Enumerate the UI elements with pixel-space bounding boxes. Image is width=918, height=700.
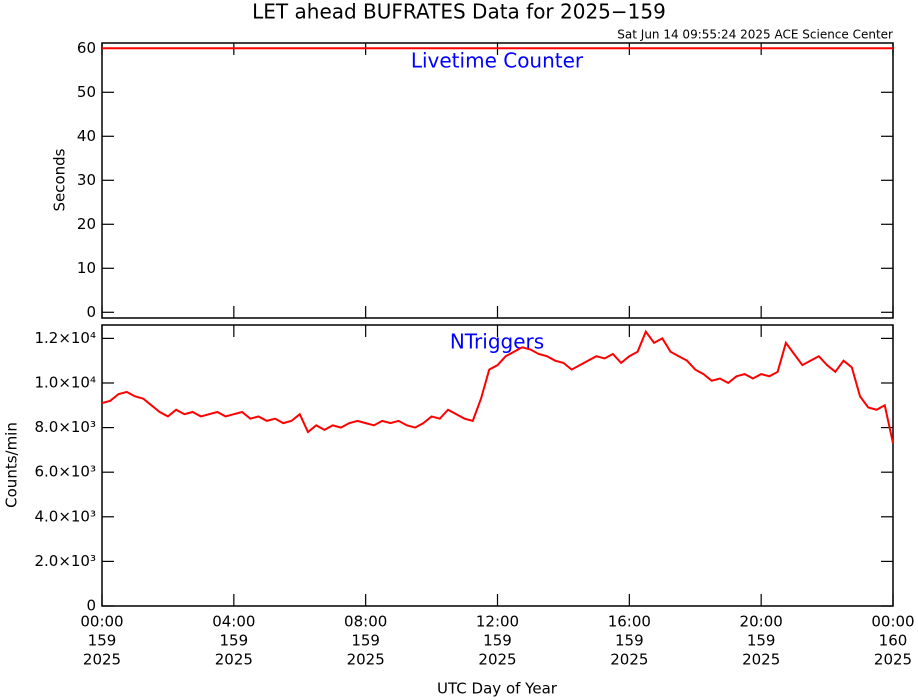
y-tick-label: 30	[77, 171, 96, 189]
x-tick-label: 2025	[610, 651, 648, 669]
x-tick-label: 160	[879, 632, 908, 650]
x-axis-label: UTC Day of Year	[437, 680, 558, 698]
y-tick-label: 10	[77, 259, 96, 277]
x-tick-label: 00:00	[80, 613, 123, 631]
x-tick-label: 2025	[347, 651, 385, 669]
x-tick-label: 00:00	[871, 613, 914, 631]
x-tick-label: 159	[747, 632, 776, 650]
y-tick-label: 1.0×10⁴	[34, 373, 96, 391]
chart-title: LET ahead BUFRATES Data for 2025−159	[252, 0, 666, 24]
y-tick-label: 50	[77, 83, 96, 101]
data-line	[101, 329, 894, 444]
x-tick-label: 2025	[742, 651, 780, 669]
x-tick-label: 2025	[83, 651, 121, 669]
x-tick-label: 08:00	[344, 613, 387, 631]
y-axis-label: Seconds	[51, 148, 69, 211]
x-tick-label: 2025	[874, 651, 912, 669]
y-tick-label: 8.0×10³	[34, 418, 96, 436]
x-tick-label: 159	[615, 632, 644, 650]
x-tick-label: 159	[88, 632, 117, 650]
y-tick-label: 20	[77, 215, 96, 233]
y-tick-label: 0	[86, 597, 96, 615]
x-tick-label: 159	[220, 632, 249, 650]
y-tick-label: 4.0×10³	[34, 507, 96, 525]
x-tick-label: 159	[483, 632, 512, 650]
y-tick-label: 2.0×10³	[34, 552, 96, 570]
y-tick-label: 60	[77, 39, 96, 57]
y-axis-label: Counts/min	[3, 422, 21, 508]
y-tick-label: 0	[86, 303, 96, 321]
subtitle: Sat Jun 14 09:55:24 2025 ACE Science Cen…	[617, 28, 893, 42]
x-tick-label: 04:00	[212, 613, 255, 631]
x-tick-label: 20:00	[740, 613, 783, 631]
x-tick-label: 2025	[478, 651, 516, 669]
y-tick-label: 1.2×10⁴	[34, 329, 96, 347]
x-tick-label: 12:00	[476, 613, 519, 631]
y-tick-label: 40	[77, 127, 96, 145]
x-tick-label: 159	[351, 632, 380, 650]
x-tick-label: 2025	[215, 651, 253, 669]
y-tick-label: 6.0×10³	[34, 463, 96, 481]
x-tick-label: 16:00	[608, 613, 651, 631]
